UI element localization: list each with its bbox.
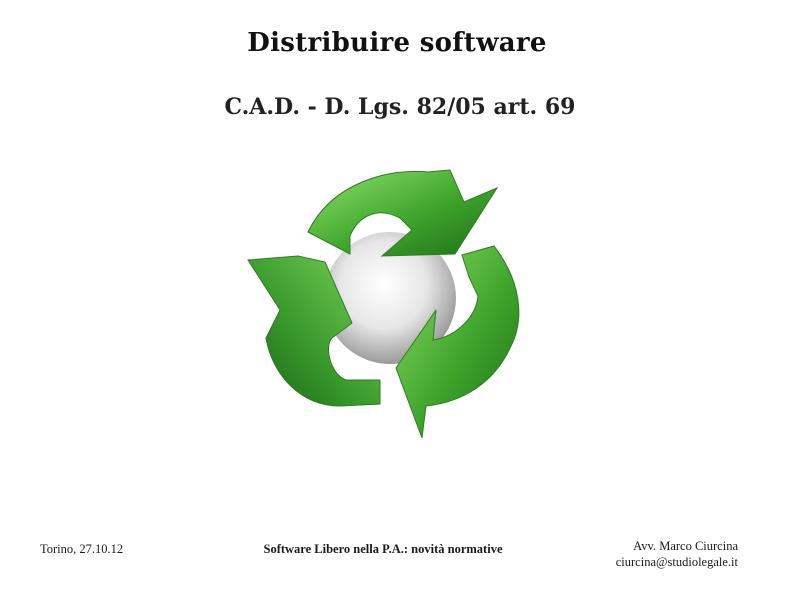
recycle-icon — [247, 169, 520, 439]
slide-title: Distribuire software — [247, 28, 547, 58]
footer-email: ciurcina@studiolegale.it — [615, 555, 738, 569]
recycle-arrow-right — [395, 245, 520, 439]
footer-place-date: Torino, 27.10.12 — [40, 542, 124, 556]
footer-author-block: Avv. Marco Ciurcina ciurcina@studiolegal… — [616, 538, 738, 570]
recycle-arrow-left — [247, 255, 381, 407]
slide-subtitle: C.A.D. - D. Lgs. 82/05 art. 69 — [224, 94, 576, 120]
recycle-arrow-top — [307, 169, 499, 257]
footer-event: Software Libero nella P.A.: novità norma… — [263, 542, 503, 556]
footer-author: Avv. Marco Ciurcina — [633, 539, 738, 553]
